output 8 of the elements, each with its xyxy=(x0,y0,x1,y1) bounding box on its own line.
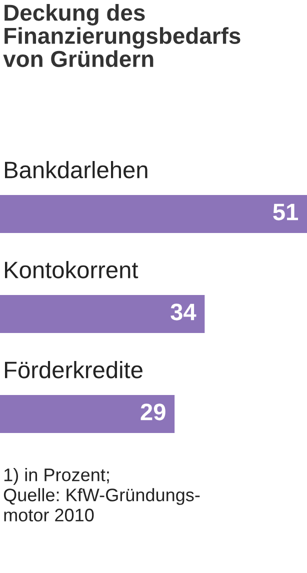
text: 1) in Prozent; Quelle: KfW-Gründungs- motor 2010 xyxy=(4,468,200,522)
data-label: 34 xyxy=(170,304,196,320)
data-label: 51 xyxy=(273,204,298,220)
y-tick-label: Förderkredite xyxy=(5,360,142,378)
y-tick-label: Bankdarlehen xyxy=(5,160,148,178)
y-tick-label: Kontokorrent xyxy=(5,260,138,278)
chart-title: Deckung des Finanzierungsbedarfs von Gründern xyxy=(3,4,240,68)
data-label: 29 xyxy=(140,404,166,420)
